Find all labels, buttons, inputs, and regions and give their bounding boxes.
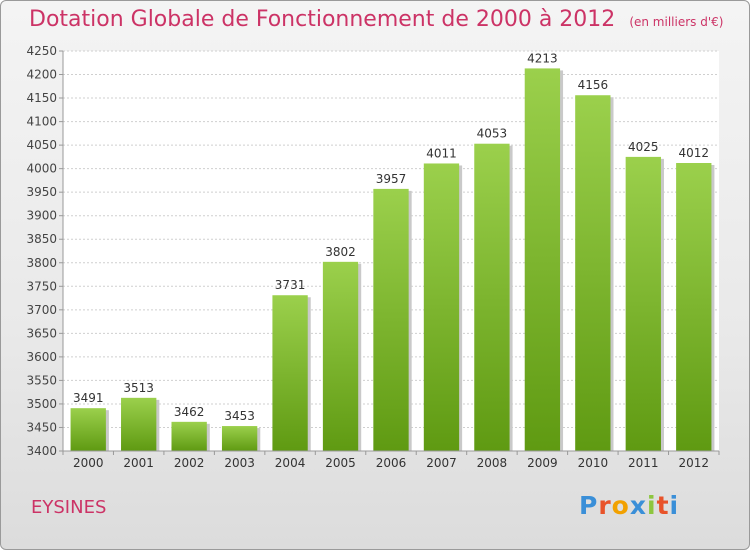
bar bbox=[676, 163, 712, 451]
logo-letter: o bbox=[611, 491, 630, 520]
data-label: 4156 bbox=[578, 78, 609, 92]
bar bbox=[625, 156, 661, 451]
data-label: 3513 bbox=[123, 381, 154, 395]
x-tick-label: 2011 bbox=[628, 456, 659, 470]
y-tick-label: 3950 bbox=[26, 185, 57, 199]
data-label: 3462 bbox=[174, 405, 205, 419]
bar bbox=[121, 397, 157, 451]
y-tick-label: 4150 bbox=[26, 91, 57, 105]
y-tick-label: 3650 bbox=[26, 326, 57, 340]
data-label: 4053 bbox=[477, 127, 508, 141]
x-tick-label: 2003 bbox=[224, 456, 255, 470]
logo-letter: t bbox=[656, 491, 670, 520]
proxiti-logo: Proxiti bbox=[579, 491, 679, 520]
y-tick-label: 4250 bbox=[26, 44, 57, 58]
bar bbox=[373, 188, 409, 451]
bar bbox=[272, 295, 308, 451]
x-tick-label: 2000 bbox=[73, 456, 104, 470]
y-tick-label: 4000 bbox=[26, 162, 57, 176]
y-tick-label: 3500 bbox=[26, 397, 57, 411]
bar bbox=[575, 95, 611, 451]
bar bbox=[70, 408, 106, 451]
y-tick-label: 3550 bbox=[26, 373, 57, 387]
y-axis: 3400 3450 3500 3550 3600 3650 3700 3750 3800 3850… bbox=[26, 44, 64, 458]
data-label: 3491 bbox=[73, 391, 104, 405]
y-tick-label: 3700 bbox=[26, 303, 57, 317]
data-label: 3802 bbox=[325, 245, 356, 259]
data-label: 3453 bbox=[224, 409, 255, 423]
data-label: 4025 bbox=[628, 140, 659, 154]
data-label: 3957 bbox=[376, 172, 407, 186]
y-tick-label: 3750 bbox=[26, 279, 57, 293]
logo-letter: x bbox=[629, 491, 647, 520]
logo-letter: i bbox=[669, 491, 680, 520]
y-tick-label: 3850 bbox=[26, 232, 57, 246]
city-name: EYSINES bbox=[31, 497, 107, 518]
bar bbox=[474, 143, 510, 452]
bars: 3491 3513 3462 3453 3731 3802 3957 4011 4053 4213… bbox=[70, 51, 715, 452]
y-tick-label: 4200 bbox=[26, 68, 57, 82]
chart-title: Dotation Globale de Fonctionnement de 20… bbox=[29, 7, 724, 32]
x-tick-label: 2005 bbox=[325, 456, 356, 470]
x-tick-label: 2012 bbox=[678, 456, 709, 470]
logo-letter: i bbox=[647, 491, 657, 520]
x-tick-label: 2010 bbox=[578, 456, 609, 470]
y-tick-label: 3900 bbox=[26, 209, 57, 223]
x-tick-label: 2002 bbox=[174, 456, 205, 470]
bar bbox=[171, 421, 207, 451]
y-tick-label: 4050 bbox=[26, 138, 57, 152]
data-label: 4011 bbox=[426, 146, 457, 160]
x-tick-label: 2008 bbox=[477, 456, 508, 470]
bar bbox=[524, 68, 561, 451]
x-tick-label: 2009 bbox=[527, 456, 558, 470]
x-tick-label: 2001 bbox=[123, 456, 154, 470]
x-tick-label: 2007 bbox=[426, 456, 457, 470]
logo-letter: P bbox=[579, 491, 599, 520]
y-tick-label: 3600 bbox=[26, 350, 57, 364]
y-tick-label: 3400 bbox=[26, 444, 57, 458]
bar bbox=[322, 261, 359, 451]
bar bbox=[221, 426, 258, 451]
logo-letter: r bbox=[598, 491, 612, 520]
y-tick-label: 3800 bbox=[26, 256, 57, 270]
bar bbox=[423, 163, 460, 451]
chart-unit: (en milliers d'€) bbox=[629, 15, 724, 29]
y-tick-label: 4100 bbox=[26, 115, 57, 129]
x-axis: 2000 2001 2002 2003 2004 2005 2006 2007 2008 2009… bbox=[62, 450, 720, 470]
data-label: 3731 bbox=[275, 278, 306, 292]
x-tick-label: 2006 bbox=[376, 456, 407, 470]
x-tick-label: 2004 bbox=[275, 456, 306, 470]
data-label: 4012 bbox=[678, 146, 709, 160]
y-tick-label: 3450 bbox=[26, 420, 57, 434]
data-label: 4213 bbox=[527, 51, 558, 65]
